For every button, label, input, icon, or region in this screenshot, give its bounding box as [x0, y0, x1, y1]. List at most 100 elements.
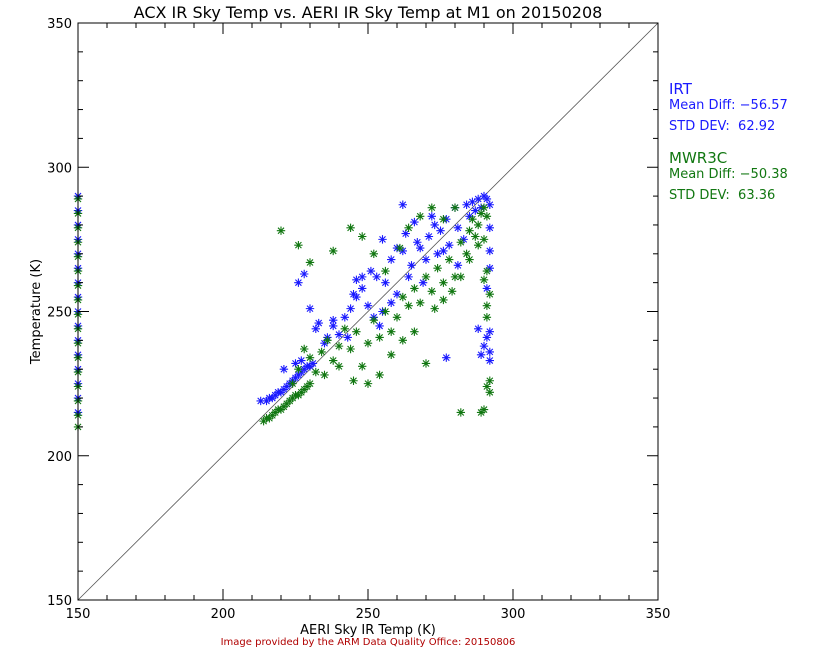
- irt-point: [308, 359, 318, 368]
- irt-point: [279, 365, 289, 374]
- mwr3c-point: [465, 255, 474, 264]
- mwr3c-point: [392, 313, 402, 322]
- mwr3c-point: [329, 246, 338, 256]
- irt-point: [311, 324, 320, 334]
- mwr3c-point: [427, 203, 436, 212]
- mwr3c-point: [288, 379, 297, 388]
- irt-point: [381, 278, 390, 287]
- mwr3c-point: [410, 327, 419, 336]
- mwr3c-point: [294, 365, 303, 374]
- mwr3c-point: [456, 238, 465, 247]
- irt-point: [421, 255, 431, 264]
- irt-point: [416, 243, 425, 253]
- irt-point: [468, 197, 477, 207]
- mwr3c-point: [349, 376, 358, 385]
- mwr3c-point: [479, 275, 489, 284]
- mwr3c-point: [462, 249, 471, 258]
- irt-point: [485, 246, 494, 256]
- legend-irt-std: STD DEV: 62.92: [669, 119, 776, 134]
- irt-point: [401, 229, 410, 238]
- irt-point: [482, 333, 492, 342]
- irt-point: [427, 212, 436, 221]
- mwr3c-point: [346, 344, 355, 354]
- mwr3c-point: [445, 255, 454, 264]
- irt-point: [256, 396, 265, 406]
- mwr3c-point: [334, 341, 344, 351]
- irt-point: [413, 238, 422, 247]
- mwr3c-point: [416, 212, 425, 221]
- irt-point: [340, 313, 349, 322]
- mwr3c-point: [398, 292, 407, 302]
- mwr3c-point: [358, 362, 367, 371]
- x-axis-label: AERI Sky IR Temp (K): [300, 623, 436, 638]
- mwr3c-point: [421, 272, 431, 282]
- mwr3c-point: [430, 304, 439, 313]
- mwr3c-point: [369, 315, 378, 325]
- mwr3c-point: [474, 220, 483, 230]
- irt-point: [462, 200, 471, 209]
- irt-point: [297, 356, 306, 365]
- irt-point: [358, 284, 367, 293]
- mwr3c-point: [427, 287, 436, 296]
- y-tick-label: 250: [47, 306, 72, 321]
- y-tick-label: 150: [47, 594, 72, 609]
- irt-point: [445, 240, 454, 250]
- irt-point: [471, 206, 480, 215]
- mwr3c-point: [305, 258, 315, 267]
- x-tick-label: 350: [646, 607, 671, 622]
- irt-point: [485, 327, 494, 336]
- mwr3c-point: [471, 232, 480, 241]
- irt-point: [439, 246, 448, 256]
- irt-point: [372, 272, 381, 282]
- mwr3c-point: [404, 301, 413, 310]
- y-tick-label: 200: [47, 450, 72, 465]
- irt-point: [329, 321, 338, 331]
- mwr3c-point: [421, 359, 431, 368]
- irt-point: [485, 223, 494, 233]
- irt-point: [436, 226, 445, 235]
- irt-point: [291, 359, 300, 368]
- mwr3c-point: [465, 226, 474, 235]
- mwr3c-point: [410, 284, 419, 293]
- x-tick-label: 200: [211, 607, 236, 622]
- mwr3c-point: [485, 388, 494, 397]
- chart-title: ACX IR Sky Temp vs. AERI IR Sky Temp at …: [133, 3, 603, 22]
- irt-point: [407, 261, 416, 270]
- irt-point: [358, 272, 367, 282]
- legend-mwr3c: MWR3C Mean Diff: −50.38 STD DEV: 63.36: [669, 149, 788, 204]
- mwr3c-point: [456, 408, 465, 417]
- mwr3c-point: [482, 212, 492, 221]
- y-tick-label: 350: [47, 17, 72, 32]
- irt-point: [430, 220, 439, 230]
- mwr3c-point: [439, 295, 448, 305]
- irt-point: [485, 356, 494, 365]
- irt-point: [404, 272, 413, 282]
- irt-point: [474, 194, 483, 204]
- irt-point: [433, 249, 442, 258]
- irt-point: [305, 304, 315, 313]
- mwr3c-point: [433, 264, 442, 273]
- irt-point: [453, 261, 463, 270]
- x-tick-label: 250: [356, 607, 381, 622]
- legend-mwr3c-mean: Mean Diff: −50.38: [669, 167, 788, 182]
- legend-irt-name: IRT: [669, 80, 692, 98]
- irt-point: [482, 194, 492, 204]
- mwr3c-point: [485, 289, 494, 299]
- mwr3c-point: [375, 370, 384, 380]
- irt-point: [352, 292, 361, 302]
- irt-point: [482, 284, 492, 293]
- irt-point: [375, 321, 384, 331]
- irt-point: [410, 217, 419, 227]
- legend-mwr3c-std: STD DEV: 63.36: [669, 188, 776, 203]
- mwr3c-point: [456, 272, 465, 282]
- mwr3c-point: [439, 278, 448, 287]
- mwr3c-point: [450, 272, 460, 282]
- irt-point: [424, 232, 434, 241]
- mwr3c-point: [340, 324, 349, 334]
- mwr3c-point: [479, 405, 489, 414]
- mwr3c-point: [358, 232, 367, 241]
- mwr3c-point: [294, 240, 303, 250]
- mwr3c-point: [352, 327, 361, 336]
- mwr3c-point: [387, 350, 396, 359]
- irt-point: [442, 353, 451, 362]
